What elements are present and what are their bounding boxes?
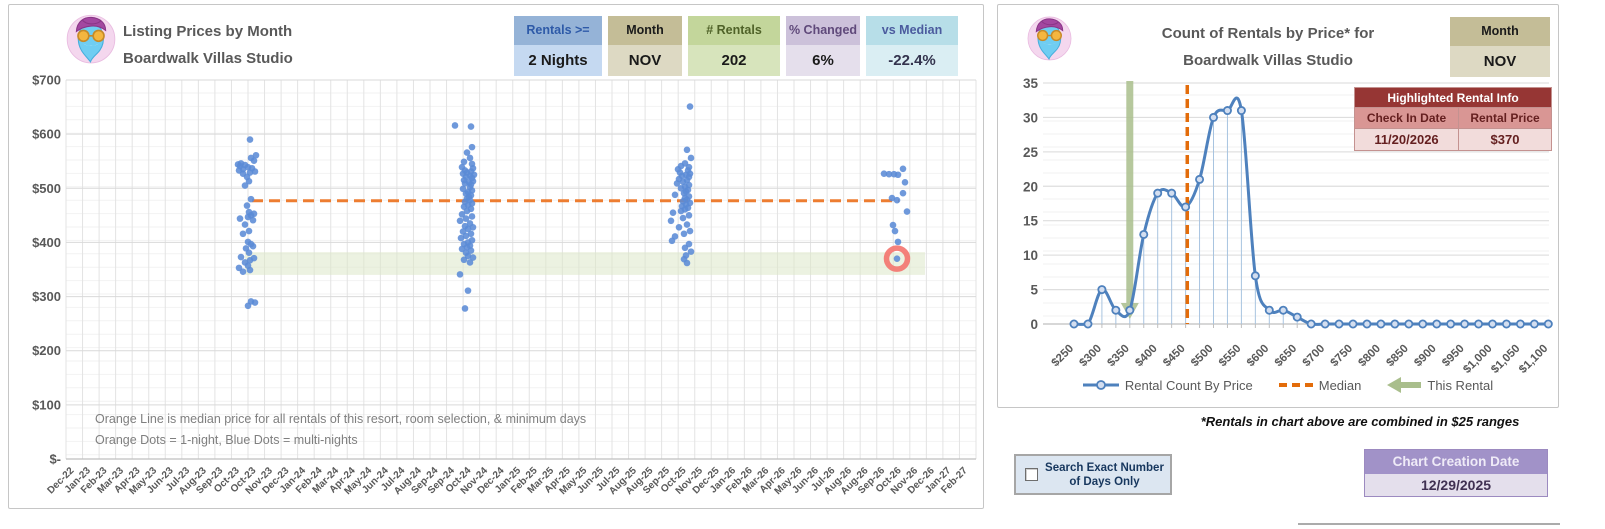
svg-text:30: 30: [1023, 110, 1038, 125]
y-axis-labels: 0 5 10 15 20 25 30 35: [1023, 76, 1039, 332]
svg-text:$300: $300: [1077, 343, 1104, 370]
badge-month-label: Month: [1450, 17, 1550, 46]
rental-count-panel: 0 5 10 15 20 25 30 35 $250 $300 $350 $400 $450 $500 $5…: [997, 4, 1559, 408]
dot-color-note: Orange Dots = 1-night, Blue Dots = multi…: [95, 433, 358, 447]
badge-percent-changed-value: 6%: [786, 45, 860, 76]
svg-text:$-: $-: [49, 452, 61, 467]
svg-text:15: 15: [1023, 214, 1039, 229]
svg-text:20: 20: [1023, 179, 1038, 194]
right-chart-title: Count of Rentals by Price* for Boardwalk…: [1088, 20, 1448, 74]
dashed-line-icon: [1278, 383, 1313, 387]
left-chart-title: Listing Prices by Month Boardwalk Villas…: [123, 18, 293, 72]
legend-rental-count-label: Rental Count By Price: [1124, 377, 1253, 393]
svg-text:$500: $500: [32, 181, 61, 196]
badge-month-label: Month: [608, 16, 682, 45]
badge-percent-changed: % Changed 6%: [786, 16, 860, 76]
svg-text:$500: $500: [1189, 343, 1216, 370]
svg-text:$1,000: $1,000: [1461, 343, 1494, 376]
legend-rental-count: Rental Count By Price: [1082, 377, 1253, 393]
legend-median: Median: [1278, 377, 1362, 393]
svg-text:$900: $900: [1412, 343, 1439, 370]
svg-text:$100: $100: [32, 397, 61, 412]
chart-creation-date-value: 12/29/2025: [1365, 474, 1547, 496]
right-chart-title-line1: Count of Rentals by Price* for: [1161, 25, 1375, 42]
svg-text:$250: $250: [1050, 343, 1077, 370]
badge-month-value: NOV: [608, 45, 682, 76]
svg-text:$1,100: $1,100: [1517, 343, 1550, 376]
badge-percent-changed-label: % Changed: [786, 16, 860, 45]
rental-table-col-checkin: Check In Date: [1354, 107, 1459, 129]
badge-rental-count: # Rentals 202: [688, 16, 780, 76]
left-chart-title-line1: Listing Prices by Month: [123, 23, 293, 40]
svg-text:$1,050: $1,050: [1489, 343, 1522, 376]
svg-text:$650: $650: [1273, 343, 1300, 370]
rental-table-price-value: $370: [1458, 128, 1552, 151]
search-exact-days-control[interactable]: Search Exact Number of Days Only: [1014, 454, 1172, 495]
svg-text:$700: $700: [1301, 343, 1328, 370]
badge-month-value: NOV: [1450, 46, 1550, 77]
badge-vs-median-label: vs Median: [866, 16, 958, 45]
svg-text:$800: $800: [1356, 343, 1383, 370]
badge-month: Month NOV: [608, 16, 682, 76]
data-markers: [1069, 106, 1553, 329]
svg-text:0: 0: [1030, 317, 1038, 332]
highlighted-rental-info-table: Highlighted Rental Info Check In Date Re…: [1354, 87, 1552, 151]
chart-creation-date-label: Chart Creation Date: [1365, 450, 1547, 474]
highlighted-rental-ring: [883, 245, 911, 272]
cutoff-element-edge: [1298, 523, 1560, 529]
exact-days-checkbox-label: Search Exact Number of Days Only: [1045, 461, 1164, 488]
x-axis-labels: Dec-22Jan-23Feb-23Mar-23Apr-23May-23Jun-…: [45, 465, 970, 497]
legend-this-rental: This Rental: [1387, 377, 1493, 393]
badge-rentals-min-label: Rentals >=: [514, 16, 602, 45]
line-marker-icon: [1082, 380, 1119, 390]
genie-logo-icon: [65, 12, 117, 64]
chart-creation-date-box: Chart Creation Date 12/29/2025: [1364, 449, 1548, 497]
bin-ranges-footnote: *Rentals in chart above are combined in …: [1200, 414, 1520, 429]
rental-table-header: Highlighted Rental Info: [1354, 87, 1552, 108]
right-chart-title-line2: Boardwalk Villas Studio: [1183, 52, 1353, 69]
listing-prices-scatter-chart: $700 $600 $500 $400 $300 $200 $100 $-Dec-22Jan-…: [32, 73, 977, 497]
svg-text:$600: $600: [32, 127, 61, 142]
left-chart-title-line2: Boardwalk Villas Studio: [123, 50, 293, 67]
svg-text:35: 35: [1023, 76, 1039, 91]
left-arrow-icon: [1387, 377, 1422, 393]
scatter-dots: [234, 103, 911, 312]
svg-text:$750: $750: [1329, 343, 1356, 370]
svg-text:5: 5: [1030, 283, 1038, 298]
rental-table-col-price: Rental Price: [1458, 107, 1552, 129]
svg-text:$300: $300: [32, 289, 61, 304]
svg-text:$350: $350: [1105, 343, 1132, 370]
svg-text:$850: $850: [1384, 343, 1411, 370]
legend-this-rental-label: This Rental: [1427, 377, 1494, 393]
badge-rentals-min: Rentals >= 2 Nights: [514, 16, 602, 76]
this-rental-price-band: [245, 252, 925, 275]
svg-text:10: 10: [1023, 248, 1038, 263]
svg-text:$400: $400: [32, 235, 61, 250]
svg-text:$550: $550: [1217, 343, 1244, 370]
badge-vs-median-value: -22.4%: [866, 45, 958, 76]
badge-rental-count-label: # Rentals: [688, 16, 780, 45]
badge-rentals-min-value: 2 Nights: [514, 45, 602, 76]
chart-legend: Rental Count By Price Median This Rental: [1038, 377, 1538, 393]
rental-table-checkin-value: 11/20/2026: [1354, 128, 1459, 151]
badge-rental-count-value: 202: [688, 45, 780, 76]
exact-days-checkbox[interactable]: [1025, 468, 1038, 481]
svg-text:25: 25: [1023, 145, 1039, 160]
badge-month: Month NOV: [1450, 17, 1550, 77]
svg-text:$400: $400: [1133, 343, 1160, 370]
svg-text:$600: $600: [1245, 343, 1272, 370]
badge-vs-median: vs Median -22.4%: [866, 16, 958, 76]
svg-text:$200: $200: [32, 343, 61, 358]
x-axis-labels: $250 $300 $350 $400 $450 $500 $550 $600 $650 $700…: [1050, 343, 1551, 376]
listing-prices-panel: $700 $600 $500 $400 $300 $200 $100 $- Dec-22 Jan-…: [8, 4, 984, 509]
svg-text:$700: $700: [32, 73, 61, 88]
genie-logo-icon: [1026, 14, 1073, 61]
rental-count-line-chart: 0 5 10 15 20 25 30 35 $250 $300 $350 $400 $450 $500 $5…: [1023, 76, 1553, 376]
svg-text:$450: $450: [1161, 343, 1188, 370]
median-line-note: Orange Line is median price for all rent…: [95, 412, 587, 426]
legend-median-label: Median: [1318, 377, 1362, 393]
y-axis-labels: $700 $600 $500 $400 $300 $200 $100 $-: [32, 73, 61, 467]
